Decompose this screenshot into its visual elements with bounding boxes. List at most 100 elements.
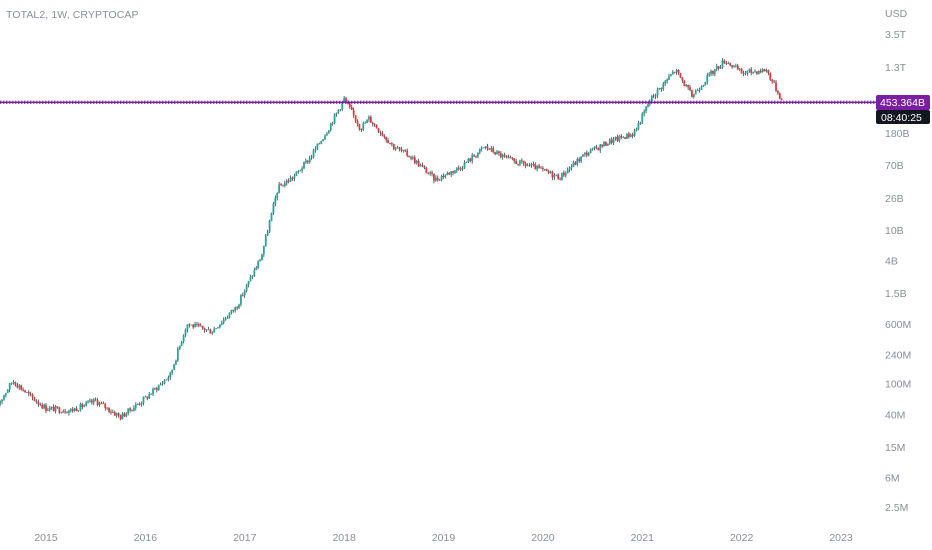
candle-down (306, 160, 309, 163)
candle-up (496, 151, 498, 155)
price-axis[interactable]: USD 3.5T 1.3T 180B 70B 26B 10B 4B 1.5B 600M 240M 1… (885, 8, 911, 514)
candle-up (68, 410, 70, 413)
candle-up (746, 70, 749, 73)
candle-up (706, 75, 709, 83)
candle-up (526, 165, 529, 167)
horizontal-level-group[interactable] (0, 100, 876, 104)
candle-up (654, 95, 657, 97)
y-tick-label: 100M (885, 379, 911, 391)
x-tick-label: 2022 (730, 532, 754, 544)
candle-up (734, 65, 737, 67)
candle-down (75, 408, 78, 412)
candle-up (173, 364, 175, 370)
candle-up (639, 122, 642, 124)
candle-up (402, 150, 405, 151)
candle-up (222, 319, 225, 323)
candle-down (197, 324, 200, 326)
candle-up (599, 144, 602, 151)
candle-down (64, 411, 67, 413)
candle-up (343, 98, 346, 102)
candle-up (285, 180, 288, 184)
candle-up (257, 261, 260, 268)
candle-up (8, 383, 11, 390)
candle-up (337, 109, 340, 113)
candle-down (717, 66, 720, 69)
candle-down (199, 325, 202, 327)
candle-up (182, 335, 185, 343)
candle-up (450, 171, 453, 175)
candle-down (520, 160, 523, 162)
candle-down (750, 69, 753, 73)
candle-down (350, 107, 353, 110)
y-tick-label: 600M (885, 319, 911, 331)
candle-up (708, 74, 711, 76)
candle-down (232, 309, 235, 311)
candle-up (461, 168, 464, 170)
candle-up (3, 395, 5, 400)
y-tick-label: 1.3T (885, 62, 907, 74)
candle-up (738, 68, 741, 70)
candle-up (142, 397, 145, 403)
candle-up (326, 133, 328, 136)
candle-down (436, 177, 439, 180)
candle-down (756, 71, 758, 74)
candle-down (392, 144, 395, 150)
candle-down (100, 402, 103, 404)
candle-up (530, 164, 533, 166)
candle-down (559, 179, 561, 181)
time-axis[interactable]: 2015 2016 2017 2018 2019 2020 2021 2022 2023 (34, 532, 853, 544)
candle-up (696, 90, 699, 91)
candle-down (522, 160, 525, 164)
candle-down (381, 133, 384, 136)
candle-down (469, 158, 472, 162)
candle-up (415, 160, 418, 164)
candle-up (167, 377, 170, 380)
candle-up (622, 137, 625, 139)
candle-down (291, 177, 294, 179)
candle-down (652, 95, 655, 97)
candle-up (675, 69, 678, 73)
candle-down (551, 171, 554, 178)
candle-up (434, 177, 437, 181)
candle-up (752, 72, 754, 73)
candle-down (421, 164, 424, 167)
candle-up (264, 235, 267, 247)
candle-up (715, 66, 718, 70)
candle-up (297, 170, 300, 172)
candle-down (498, 151, 500, 154)
candle-up (220, 322, 223, 325)
candle-up (54, 406, 57, 412)
candle-up (761, 69, 764, 73)
candle-down (369, 116, 372, 123)
candle-down (499, 153, 502, 158)
candle-down (387, 140, 389, 144)
candle-up (180, 342, 183, 346)
candle-up (662, 83, 665, 89)
candle-up (519, 160, 521, 165)
candle-up (79, 403, 82, 411)
candle-up (748, 69, 751, 71)
candle-up (658, 88, 661, 90)
candle-up (293, 175, 296, 179)
candle-down (360, 128, 363, 130)
candle-up (276, 192, 279, 198)
candle-down (538, 165, 540, 168)
candle-up (603, 141, 605, 147)
candle-up (333, 114, 336, 124)
candle-up (18, 385, 21, 388)
candle-down (677, 69, 680, 74)
candle-up (178, 345, 181, 349)
candle-down (406, 150, 409, 156)
x-tick-label: 2023 (829, 532, 853, 544)
candle-up (429, 172, 432, 174)
price-badge-value: 453.364B (880, 97, 925, 109)
candle-up (219, 324, 221, 328)
candle-down (241, 295, 244, 296)
candle-down (511, 158, 514, 160)
candle-up (154, 388, 156, 390)
candle-up (412, 157, 414, 159)
candle-up (266, 232, 269, 236)
y-tick-label: 2.5M (885, 502, 908, 514)
candle-down (146, 396, 149, 399)
